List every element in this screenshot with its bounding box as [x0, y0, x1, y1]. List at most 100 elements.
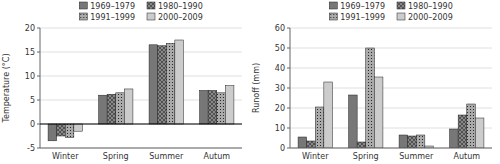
bar — [217, 93, 226, 124]
legend-swatch — [79, 2, 87, 9]
panel: -5 0 5 10 15 20 Temperature (°C) Winter Spring Su… — [2, 2, 242, 162]
x-axis — [40, 148, 242, 149]
legend-item: 2000–2009 — [397, 13, 453, 22]
legend-label: 1991–1999 — [90, 13, 135, 22]
bar — [324, 82, 333, 148]
legend: 1969–1979 1980–1990 1991–1999 2000–2009 — [329, 2, 452, 22]
y-axis — [40, 28, 41, 148]
bar — [399, 135, 408, 148]
bar — [116, 93, 125, 124]
legend-item: 1980–1990 — [147, 2, 203, 11]
bar — [225, 86, 234, 124]
x-tick-label: Autum — [203, 152, 230, 161]
legend-label: 2000–2009 — [408, 13, 453, 22]
grid-line — [290, 88, 492, 89]
y-tick-label: 10 — [25, 72, 35, 81]
bar — [315, 107, 324, 148]
legend-item: 1969–1979 — [329, 2, 385, 11]
y-tick-label: 15 — [25, 48, 35, 57]
y-tick-label: 30 — [275, 84, 285, 93]
x-tick-label: Winter — [52, 152, 79, 161]
grid-line — [40, 28, 242, 29]
y-tick-label: 40 — [275, 64, 285, 73]
legend-item: 1991–1999 — [329, 13, 385, 22]
panel: 0 10 20 30 40 50 60 Runoff (mm) Winter Spring Summ… — [252, 2, 492, 162]
bar — [57, 124, 66, 136]
legend: 1969–1979 1980–1990 1991–1999 2000–2009 — [79, 2, 202, 22]
bars — [48, 40, 234, 141]
chart-root: -5 0 5 10 15 20 Temperature (°C) Winter Spring Su… — [0, 0, 500, 164]
bar — [107, 94, 116, 124]
bars — [298, 48, 484, 148]
legend-swatch — [397, 2, 405, 9]
x-tick-label: Spring — [103, 152, 129, 161]
legend-swatch — [79, 13, 87, 20]
bar — [458, 115, 467, 148]
y-tick-label: 0 — [280, 144, 285, 153]
x-tick-label: Summer — [149, 152, 184, 161]
zero-line — [40, 124, 242, 125]
y-axis-label: Runoff (mm) — [252, 63, 261, 113]
bar — [65, 124, 74, 137]
legend-label: 1969–1979 — [340, 2, 385, 11]
y-tick-label: 20 — [275, 104, 285, 113]
bar — [298, 137, 307, 148]
bar — [158, 46, 167, 124]
x-axis — [290, 148, 492, 149]
bar — [74, 124, 83, 131]
legend-swatch — [329, 13, 337, 20]
bar — [149, 45, 158, 124]
y-tick-label: 5 — [30, 96, 35, 105]
x-tick-label: Spring — [353, 152, 379, 161]
legend-item: 1991–1999 — [79, 13, 135, 22]
grid-line — [40, 124, 242, 125]
y-tick-label: 0 — [30, 120, 35, 129]
bar — [475, 118, 484, 148]
legend-label: 1980–1990 — [408, 2, 453, 11]
bar — [200, 90, 209, 124]
y-tick-label: 60 — [275, 24, 285, 33]
grid-line — [40, 148, 242, 149]
bar — [408, 136, 417, 148]
legend-swatch — [397, 13, 405, 20]
bar — [208, 90, 217, 124]
bar — [349, 95, 358, 148]
grid-line — [290, 28, 492, 29]
y-tick-label: 50 — [275, 44, 285, 53]
legend-item: 1980–1990 — [397, 2, 453, 11]
x-tick-label: Summer — [399, 152, 434, 161]
grid-line — [40, 52, 242, 53]
y-tick-label: 10 — [275, 124, 285, 133]
bar — [166, 43, 175, 124]
legend-label: 1969–1979 — [90, 2, 135, 11]
bar — [99, 95, 108, 124]
bar — [416, 135, 425, 148]
y-axis-label: Temperature (°C) — [2, 53, 11, 123]
y-tick-label: 20 — [25, 24, 35, 33]
x-tick-label: Autum — [453, 152, 480, 161]
grid-line — [290, 148, 492, 149]
y-tick-label: -5 — [27, 144, 35, 153]
grid-line — [290, 68, 492, 69]
bar — [467, 104, 476, 148]
legend-label: 2000–2009 — [158, 13, 203, 22]
grid-line — [40, 76, 242, 77]
y-axis — [290, 28, 291, 148]
bar — [124, 89, 133, 124]
legend-swatch — [329, 2, 337, 9]
bar — [357, 142, 366, 148]
bar — [175, 40, 184, 124]
legend-item: 2000–2009 — [147, 13, 203, 22]
bar — [48, 124, 57, 141]
bar — [374, 77, 383, 148]
x-tick-label: Winter — [302, 152, 329, 161]
legend-item: 1969–1979 — [79, 2, 135, 11]
legend-label: 1980–1990 — [158, 2, 203, 11]
bar — [307, 141, 316, 148]
legend-swatch — [147, 2, 155, 9]
grid-line — [290, 48, 492, 49]
bar — [450, 129, 459, 148]
legend-label: 1991–1999 — [340, 13, 385, 22]
bar — [366, 48, 375, 148]
legend-swatch — [147, 13, 155, 20]
